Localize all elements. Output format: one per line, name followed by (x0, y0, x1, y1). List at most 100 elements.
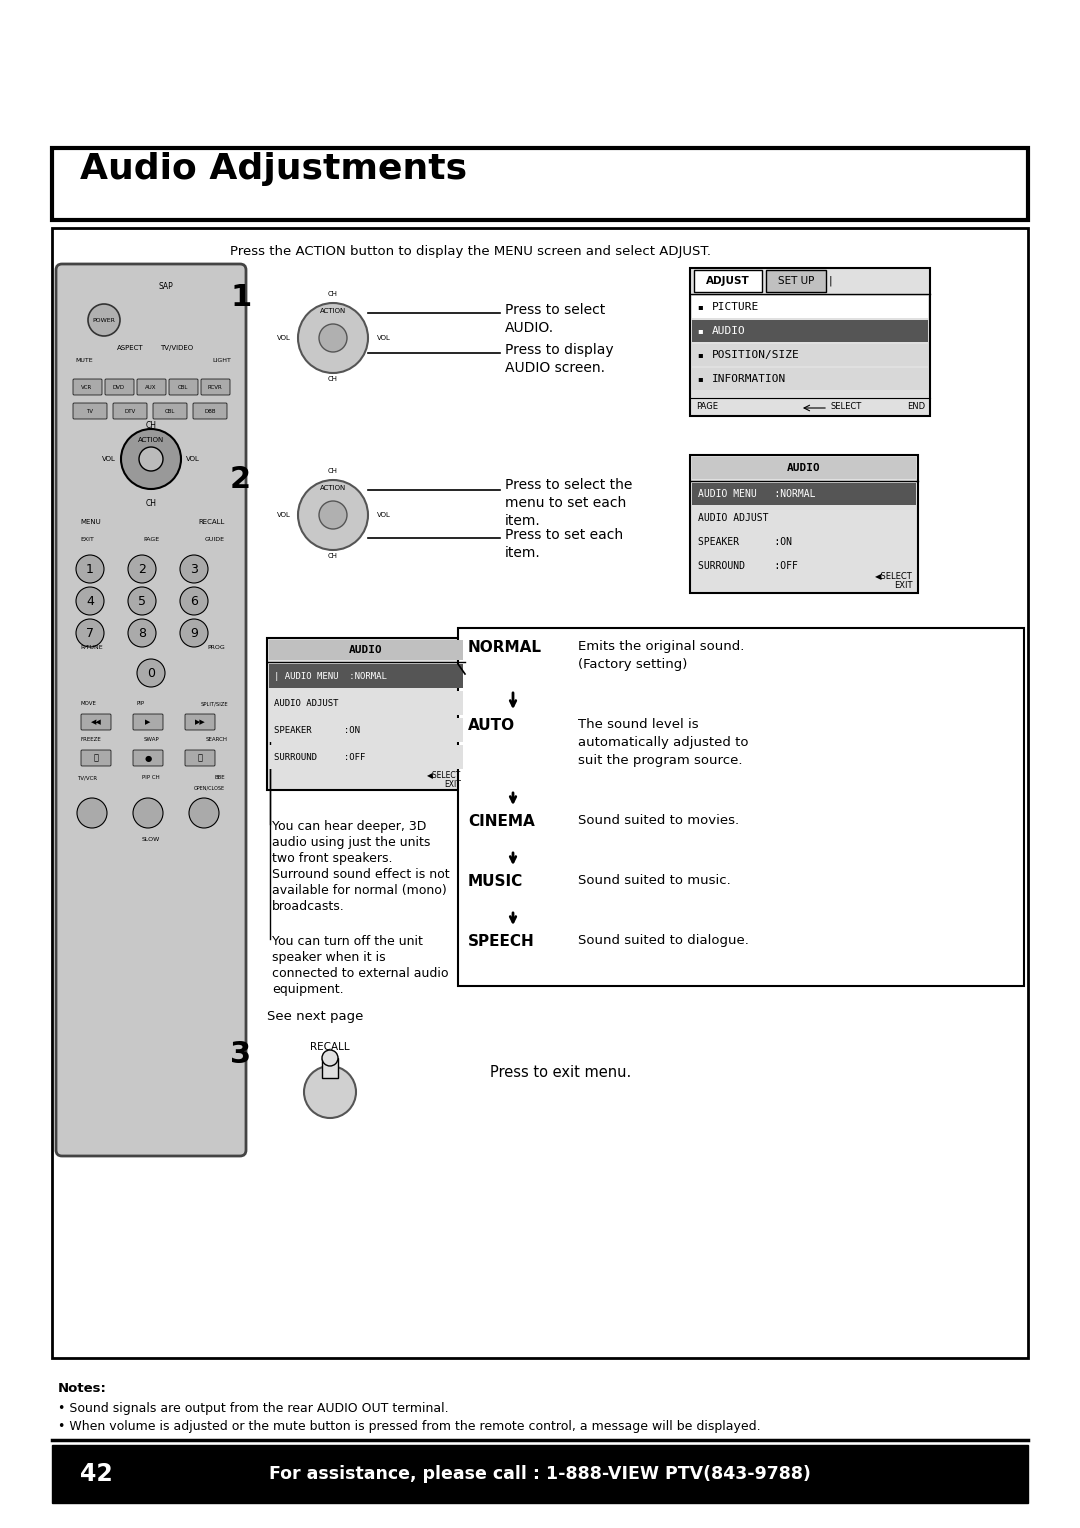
Bar (690, 267, 930, 416)
FancyBboxPatch shape (201, 379, 230, 396)
Text: LIGHT: LIGHT (213, 358, 231, 364)
Text: OPEN/CLOSE: OPEN/CLOSE (194, 785, 225, 790)
Text: AUTO: AUTO (468, 718, 515, 733)
Text: ACTION: ACTION (320, 309, 346, 313)
Text: AUDIO: AUDIO (787, 463, 821, 474)
Text: MENU: MENU (80, 520, 100, 526)
Circle shape (129, 587, 156, 614)
Text: ACTION: ACTION (138, 437, 164, 443)
Text: SEARCH: SEARCH (206, 736, 228, 743)
Bar (692, 532, 916, 553)
Text: AUDIO: AUDIO (349, 645, 383, 656)
Text: SPLIT/SIZE: SPLIT/SIZE (201, 701, 228, 706)
Bar (692, 296, 928, 318)
Circle shape (322, 1050, 338, 1067)
Text: ▪: ▪ (698, 303, 703, 312)
Text: Press to select the: Press to select the (505, 478, 633, 492)
Text: 1: 1 (230, 283, 252, 312)
Text: SWAP: SWAP (144, 736, 159, 743)
Text: ●: ● (145, 753, 151, 762)
Text: CBL: CBL (165, 408, 175, 414)
Bar (52, 1445, 1028, 1504)
Text: Sound suited to dialogue.: Sound suited to dialogue. (578, 934, 748, 947)
Circle shape (133, 798, 163, 828)
Text: SAP: SAP (159, 283, 174, 290)
Text: CH: CH (328, 290, 338, 296)
Text: FREEZE: FREEZE (80, 736, 100, 743)
Text: ADJUST: ADJUST (706, 277, 750, 286)
Bar (269, 718, 463, 743)
Circle shape (129, 555, 156, 584)
Text: ▪: ▪ (698, 350, 703, 359)
Text: BBE: BBE (214, 775, 225, 779)
Text: Surround sound effect is not: Surround sound effect is not (272, 868, 449, 882)
FancyBboxPatch shape (153, 403, 187, 419)
FancyBboxPatch shape (185, 714, 215, 730)
Text: • When volume is adjusted or the mute button is pressed from the remote control,: • When volume is adjusted or the mute bu… (58, 1420, 760, 1433)
Text: PROG: PROG (207, 645, 225, 649)
Text: POWER: POWER (93, 318, 116, 322)
Text: 0: 0 (147, 666, 156, 680)
Text: You can turn off the unit: You can turn off the unit (272, 935, 423, 947)
Circle shape (319, 501, 347, 529)
Text: RCVR: RCVR (207, 385, 222, 390)
Bar (692, 507, 916, 529)
FancyBboxPatch shape (193, 403, 227, 419)
Text: PIP CH: PIP CH (143, 775, 160, 779)
Text: SET UP: SET UP (778, 277, 814, 286)
Bar (692, 457, 916, 478)
Text: 3: 3 (190, 562, 198, 576)
Circle shape (121, 429, 181, 489)
Text: RECALL: RECALL (310, 1042, 350, 1051)
FancyBboxPatch shape (73, 403, 107, 419)
Circle shape (129, 619, 156, 646)
Text: The sound level is: The sound level is (578, 718, 699, 730)
Text: item.: item. (505, 545, 541, 559)
FancyBboxPatch shape (185, 750, 215, 766)
Text: Press the ACTION button to display the MENU screen and select ADJUST.: Press the ACTION button to display the M… (230, 244, 711, 258)
Text: VOL: VOL (377, 512, 391, 518)
Text: connected to external audio: connected to external audio (272, 967, 448, 979)
Circle shape (139, 448, 163, 471)
Text: GUIDE: GUIDE (205, 536, 225, 542)
Text: CH: CH (146, 500, 157, 507)
Text: 42: 42 (80, 1462, 112, 1487)
Circle shape (180, 587, 208, 614)
Text: SPEAKER      :ON: SPEAKER :ON (274, 726, 360, 735)
FancyBboxPatch shape (105, 379, 134, 396)
Text: 9: 9 (190, 626, 198, 640)
Text: MUSIC: MUSIC (468, 874, 523, 889)
Text: AUX: AUX (145, 385, 157, 390)
Text: two front speakers.: two front speakers. (272, 853, 392, 865)
Text: NORMAL: NORMAL (468, 640, 542, 656)
Circle shape (319, 324, 347, 351)
Circle shape (87, 304, 120, 336)
Text: ▶: ▶ (146, 720, 151, 724)
Text: CH: CH (328, 376, 338, 382)
Text: DVD: DVD (113, 385, 125, 390)
Text: SURROUND     :OFF: SURROUND :OFF (698, 561, 798, 571)
Text: AUDIO: AUDIO (712, 325, 746, 336)
Bar (692, 483, 916, 504)
Circle shape (77, 798, 107, 828)
Circle shape (76, 619, 104, 646)
Text: DTV: DTV (124, 408, 136, 414)
Text: VOL: VOL (278, 512, 291, 518)
Text: menu to set each: menu to set each (505, 497, 626, 510)
Text: (Factory setting): (Factory setting) (578, 659, 687, 671)
Text: ▪: ▪ (698, 374, 703, 384)
Bar (52, 148, 1028, 220)
Text: 3: 3 (230, 1041, 252, 1070)
Circle shape (137, 659, 165, 688)
Text: • Sound signals are output from the rear AUDIO OUT terminal.: • Sound signals are output from the rear… (58, 1403, 448, 1415)
FancyBboxPatch shape (137, 379, 166, 396)
Text: |: | (828, 275, 832, 286)
Text: Press to display: Press to display (505, 342, 613, 358)
Text: For assistance, please call : 1-888-VIEW PTV(843-9788): For assistance, please call : 1-888-VIEW… (269, 1465, 811, 1484)
Text: ◀◀: ◀◀ (91, 720, 102, 724)
Text: Press to select: Press to select (505, 303, 605, 316)
Text: MUTE: MUTE (76, 358, 93, 364)
Text: AUDIO.: AUDIO. (505, 321, 554, 335)
Text: TV: TV (86, 408, 94, 414)
Text: 2: 2 (230, 465, 252, 494)
